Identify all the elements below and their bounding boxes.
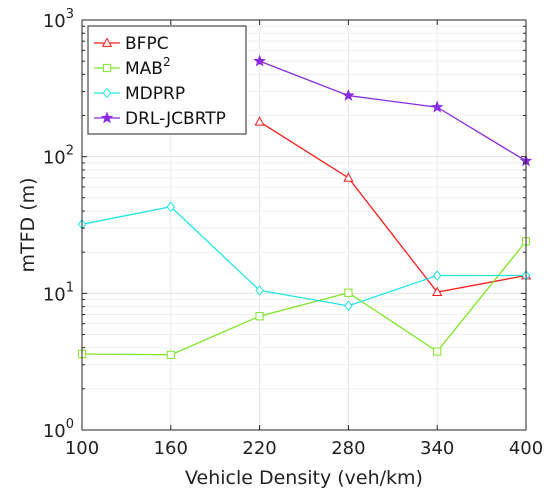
legend-item: DRL-JCBRTP — [94, 109, 226, 129]
x-tick-label: 400 — [509, 438, 543, 459]
data-point — [432, 286, 443, 297]
x-tick-label: 280 — [331, 438, 365, 459]
data-point — [166, 350, 175, 359]
legend-marker — [101, 37, 113, 47]
data-point — [344, 288, 353, 297]
series-bfpc — [254, 116, 532, 297]
data-point — [254, 116, 265, 126]
data-point — [166, 201, 176, 213]
legend-label: DRL-JCBRTP — [125, 109, 226, 129]
data-point — [255, 285, 264, 296]
legend-box — [87, 25, 247, 135]
data-point — [342, 88, 355, 101]
data-point — [255, 312, 264, 321]
legend-item: MDPRP — [94, 84, 185, 104]
x-axis-label: Vehicle Density (veh/km) — [185, 467, 423, 489]
plot-frame — [81, 19, 527, 431]
y-tick-label: 102 — [43, 144, 74, 169]
series-layer — [77, 54, 533, 359]
legend-label: BFPC — [125, 34, 169, 54]
legend-marker — [102, 87, 112, 99]
x-tick-label: 160 — [154, 438, 188, 459]
series-line — [259, 60, 527, 162]
legend-label: MDPRP — [125, 84, 185, 104]
ticks: 100 160 220 280 340 400 100 101 102 103 — [43, 7, 543, 459]
x-tick-label: 220 — [242, 438, 276, 459]
legend-marker — [100, 111, 114, 124]
data-point — [430, 100, 444, 113]
x-tick-label: 340 — [420, 438, 454, 459]
y-tick-label: 101 — [43, 280, 74, 305]
data-point — [253, 54, 266, 67]
legend-item: BFPC — [94, 34, 169, 54]
y-tick-label: 103 — [43, 7, 74, 32]
data-point — [343, 172, 354, 182]
y-tick-label: 100 — [43, 417, 74, 442]
data-point — [344, 300, 353, 312]
series-line — [259, 121, 527, 293]
y-axis-label: mTFD (m) — [17, 177, 39, 272]
legend-item: MAB2 — [94, 55, 171, 79]
x-tick-label: 100 — [65, 438, 99, 459]
legend-marker — [102, 63, 112, 73]
grid — [81, 20, 527, 430]
legend-label: MAB2 — [125, 55, 171, 79]
series-line — [81, 206, 526, 307]
series-mab — [77, 237, 531, 359]
data-point — [433, 347, 442, 356]
data-point — [432, 270, 442, 281]
series-line — [81, 240, 527, 356]
